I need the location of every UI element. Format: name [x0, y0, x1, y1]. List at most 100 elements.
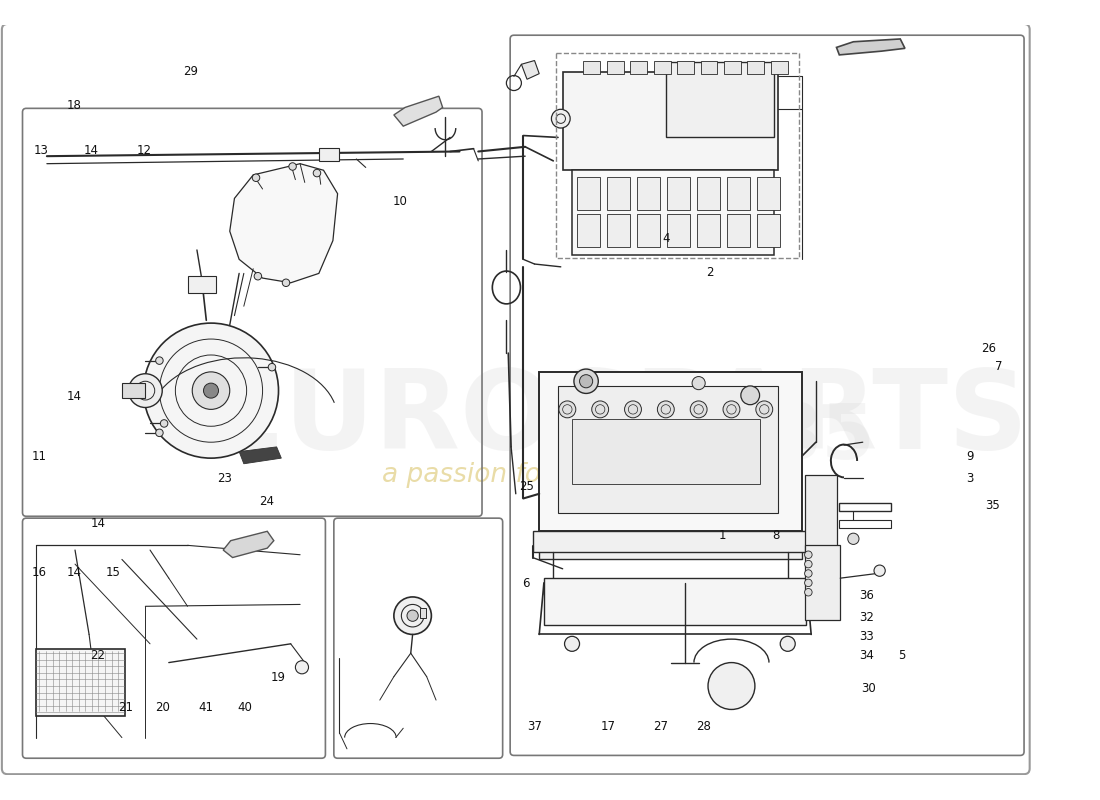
Text: 33: 33	[859, 630, 873, 643]
Circle shape	[804, 551, 812, 558]
Circle shape	[874, 565, 886, 576]
Text: 26: 26	[981, 342, 996, 355]
Bar	[35, 649, 124, 716]
Text: 27: 27	[652, 720, 668, 733]
Text: 34: 34	[859, 649, 873, 662]
Bar	[839, 503, 891, 510]
Text: 12: 12	[136, 145, 152, 158]
Bar	[572, 170, 773, 254]
Bar	[839, 520, 891, 527]
Text: 11: 11	[32, 450, 46, 462]
Bar	[543, 578, 806, 625]
Bar	[757, 177, 780, 210]
Text: 28: 28	[696, 720, 711, 733]
Text: 29: 29	[184, 65, 198, 78]
Circle shape	[296, 661, 308, 674]
Circle shape	[690, 401, 707, 418]
Bar	[727, 177, 750, 210]
Text: 14: 14	[67, 566, 81, 579]
Polygon shape	[836, 39, 905, 55]
Bar	[583, 61, 601, 74]
Circle shape	[283, 279, 289, 286]
Bar	[188, 276, 216, 293]
Text: 36: 36	[859, 589, 873, 602]
Circle shape	[407, 610, 418, 622]
Bar	[420, 608, 426, 618]
Text: 14: 14	[84, 145, 98, 158]
Circle shape	[625, 401, 641, 418]
Circle shape	[804, 589, 812, 596]
Polygon shape	[521, 61, 539, 79]
Bar	[667, 214, 690, 247]
Circle shape	[129, 374, 162, 407]
Text: 3: 3	[966, 472, 974, 486]
Circle shape	[580, 374, 593, 388]
Bar	[558, 386, 779, 513]
Bar	[666, 62, 773, 138]
Bar	[696, 214, 720, 247]
Bar	[572, 418, 760, 484]
Circle shape	[756, 401, 772, 418]
Circle shape	[543, 583, 563, 602]
Bar	[607, 177, 630, 210]
Text: 14: 14	[67, 390, 81, 402]
Text: 40: 40	[236, 701, 252, 714]
Circle shape	[559, 401, 575, 418]
Text: 6: 6	[522, 578, 530, 590]
Circle shape	[156, 357, 163, 364]
Text: 4: 4	[662, 232, 670, 246]
Bar	[696, 177, 720, 210]
Text: a passion for parts since 1985: a passion for parts since 1985	[382, 462, 781, 488]
Circle shape	[192, 372, 230, 410]
Text: 10: 10	[393, 194, 408, 208]
Circle shape	[780, 636, 795, 651]
Text: 19: 19	[271, 671, 286, 684]
Bar	[576, 177, 601, 210]
FancyBboxPatch shape	[2, 24, 1030, 774]
Text: 41: 41	[199, 701, 213, 714]
Text: 8: 8	[772, 529, 780, 542]
Circle shape	[204, 383, 219, 398]
Text: 20: 20	[155, 701, 170, 714]
Text: 18: 18	[67, 99, 81, 113]
Bar	[607, 214, 630, 247]
Circle shape	[804, 570, 812, 578]
Text: 1: 1	[718, 529, 726, 542]
Circle shape	[551, 110, 570, 128]
Text: 2: 2	[706, 266, 714, 279]
Circle shape	[723, 401, 740, 418]
Text: 30: 30	[861, 682, 876, 695]
Text: 9: 9	[966, 450, 974, 462]
Bar	[563, 72, 779, 170]
Circle shape	[156, 429, 163, 437]
Circle shape	[143, 323, 278, 458]
Text: 14: 14	[90, 518, 106, 530]
Bar	[122, 383, 145, 398]
Circle shape	[848, 533, 859, 545]
Polygon shape	[394, 96, 442, 126]
Circle shape	[779, 583, 798, 602]
Bar	[653, 61, 671, 74]
Circle shape	[692, 377, 705, 390]
Bar	[607, 61, 624, 74]
Polygon shape	[223, 531, 274, 558]
Circle shape	[268, 363, 276, 371]
Text: 7: 7	[994, 360, 1002, 373]
Text: 23: 23	[218, 472, 232, 486]
Bar	[667, 177, 690, 210]
Bar	[771, 61, 788, 74]
Bar	[747, 61, 764, 74]
Text: 21: 21	[119, 701, 133, 714]
Circle shape	[564, 636, 580, 651]
Circle shape	[161, 420, 168, 427]
Circle shape	[574, 369, 598, 394]
Bar	[630, 61, 647, 74]
Bar	[724, 61, 740, 74]
Circle shape	[314, 170, 321, 177]
Text: 16: 16	[32, 566, 46, 579]
Text: 15: 15	[106, 566, 121, 579]
Circle shape	[740, 386, 760, 405]
Bar	[319, 148, 340, 161]
Circle shape	[254, 273, 262, 280]
Text: 1985: 1985	[662, 401, 876, 474]
